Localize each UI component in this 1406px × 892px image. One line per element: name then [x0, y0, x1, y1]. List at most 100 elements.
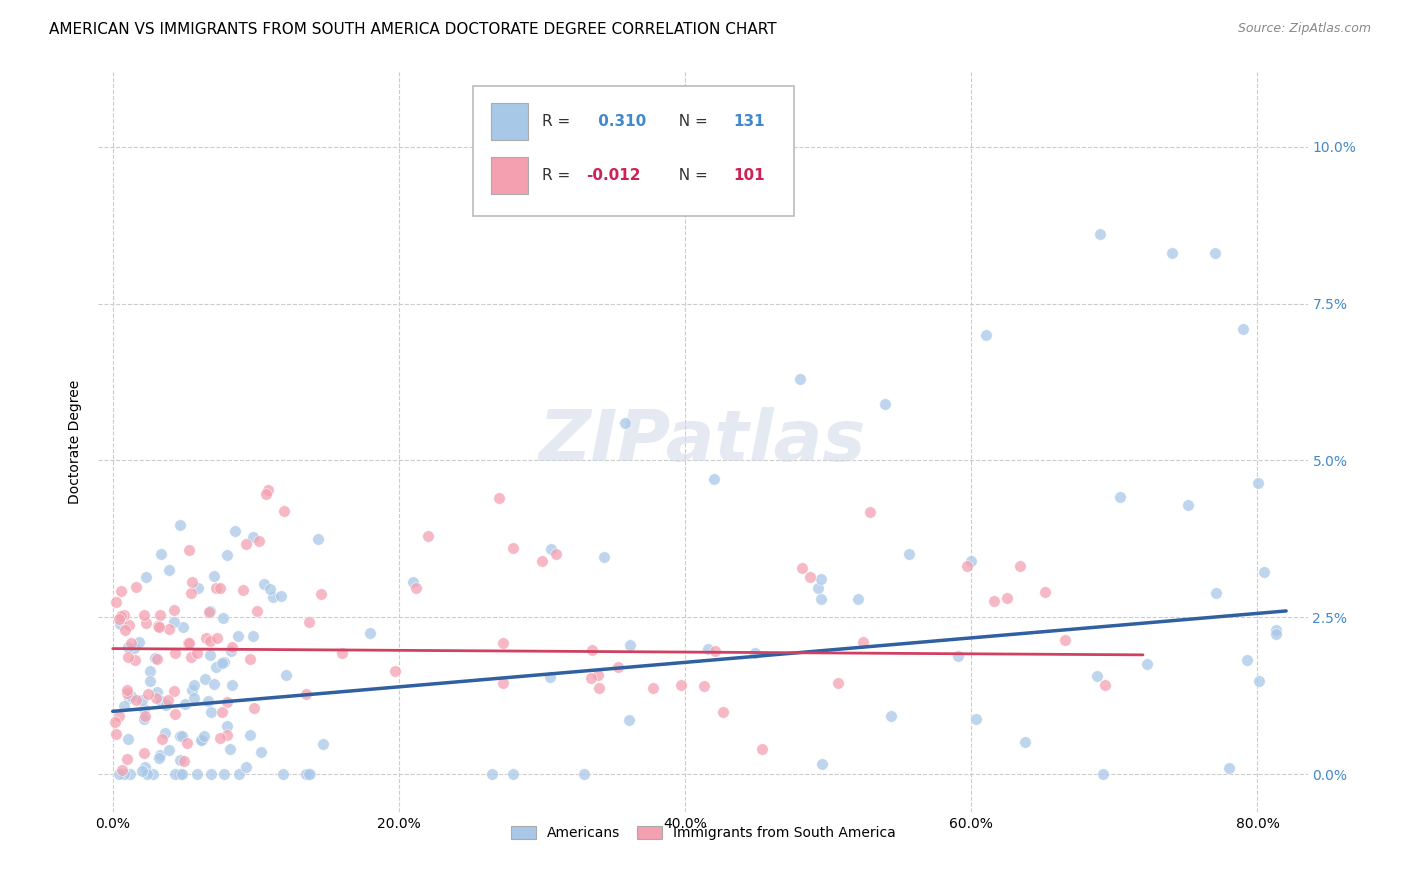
- Point: [217, 728, 239, 742]
- Point: [211, 706, 233, 720]
- Point: [262, 590, 284, 604]
- Point: [104, 715, 127, 730]
- Point: [1177, 498, 1199, 512]
- Point: [588, 681, 610, 695]
- Point: [111, 763, 134, 777]
- Point: [790, 560, 813, 574]
- Text: 0.310: 0.310: [593, 114, 647, 129]
- Point: [827, 676, 849, 690]
- Point: [205, 582, 228, 596]
- Point: [619, 713, 641, 727]
- Point: [117, 617, 139, 632]
- Text: R =: R =: [543, 114, 575, 129]
- Point: [270, 589, 292, 603]
- Point: [131, 693, 153, 707]
- Point: [416, 529, 439, 543]
- Point: [181, 683, 204, 698]
- Point: [273, 503, 295, 517]
- Point: [165, 706, 187, 721]
- Point: [219, 644, 242, 658]
- Point: [211, 611, 233, 625]
- Point: [155, 698, 177, 712]
- Point: [1033, 585, 1056, 599]
- Point: [811, 757, 834, 772]
- Point: [697, 642, 720, 657]
- Point: [221, 640, 243, 654]
- Point: [120, 689, 142, 703]
- Point: [136, 687, 159, 701]
- Point: [172, 729, 194, 743]
- Point: [148, 751, 170, 765]
- Point: [200, 767, 222, 781]
- Point: [136, 767, 159, 781]
- Point: [200, 634, 222, 648]
- Point: [239, 727, 262, 741]
- Point: [247, 533, 270, 548]
- Point: [177, 636, 200, 650]
- Point: [157, 743, 180, 757]
- Point: [108, 612, 131, 626]
- Point: [810, 592, 832, 607]
- Point: [209, 582, 232, 596]
- Point: [875, 397, 897, 411]
- Point: [105, 727, 128, 741]
- Point: [124, 653, 146, 667]
- Text: N =: N =: [669, 168, 713, 183]
- Point: [643, 681, 665, 695]
- Point: [1247, 476, 1270, 491]
- Point: [156, 693, 179, 707]
- Point: [1218, 761, 1240, 775]
- Point: [205, 659, 228, 673]
- Point: [880, 708, 903, 723]
- Point: [200, 705, 222, 719]
- Point: [134, 760, 156, 774]
- Point: [1264, 627, 1286, 641]
- Point: [299, 767, 322, 781]
- Point: [799, 570, 821, 584]
- Point: [150, 694, 173, 708]
- Point: [312, 737, 335, 751]
- Point: [148, 618, 170, 632]
- Point: [224, 524, 246, 538]
- Point: [965, 712, 987, 726]
- Point: [145, 684, 167, 698]
- Point: [250, 745, 273, 759]
- Point: [120, 767, 142, 781]
- Point: [165, 646, 187, 660]
- Point: [217, 549, 239, 563]
- Point: [588, 668, 610, 682]
- Point: [114, 624, 136, 638]
- Point: [253, 576, 276, 591]
- Point: [1136, 657, 1159, 671]
- Point: [330, 646, 353, 660]
- Point: [142, 767, 165, 781]
- Point: [254, 487, 277, 501]
- Point: [208, 731, 231, 746]
- Point: [259, 582, 281, 597]
- Point: [295, 767, 318, 781]
- Point: [198, 605, 221, 619]
- Point: [242, 701, 264, 715]
- Point: [115, 682, 138, 697]
- Point: [298, 767, 321, 781]
- Point: [176, 736, 198, 750]
- Point: [107, 767, 129, 781]
- Point: [110, 583, 132, 598]
- Point: [215, 719, 238, 733]
- Point: [145, 652, 167, 666]
- Point: [117, 731, 139, 746]
- Point: [1160, 246, 1182, 260]
- Point: [118, 691, 141, 706]
- Point: [120, 636, 142, 650]
- Point: [1085, 669, 1108, 683]
- Point: [744, 646, 766, 660]
- Point: [295, 687, 318, 701]
- Point: [974, 327, 997, 342]
- Point: [713, 705, 735, 719]
- Point: [110, 609, 132, 624]
- Point: [117, 649, 139, 664]
- Point: [190, 733, 212, 747]
- Bar: [492, 103, 527, 140]
- Point: [194, 632, 217, 646]
- Point: [581, 642, 603, 657]
